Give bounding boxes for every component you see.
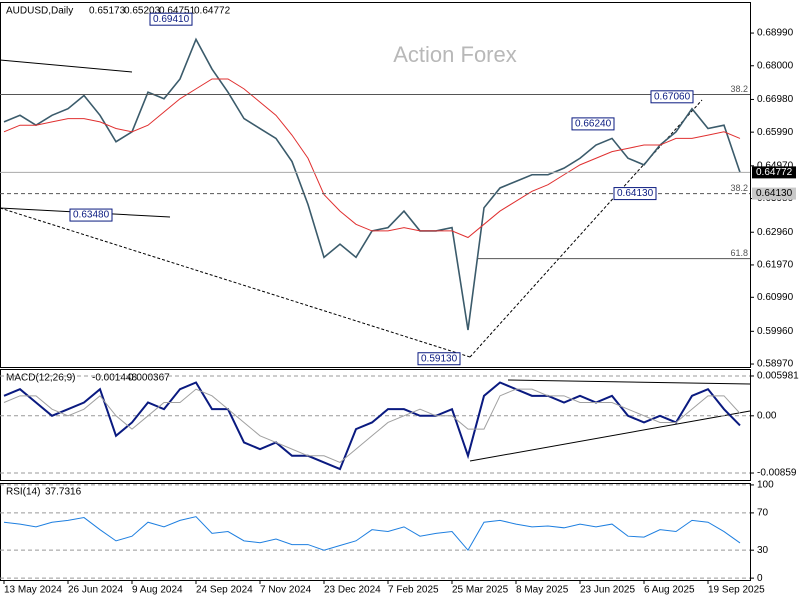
macd-title: MACD(12,26,9) — [6, 373, 75, 384]
annotation-label: 0.63480 — [73, 210, 110, 221]
annotation-box — [571, 117, 615, 131]
y-tick-label: 0.65990 — [757, 127, 794, 138]
high: 0.65203 — [124, 6, 161, 17]
y-tick-label: 0.62960 — [757, 227, 794, 238]
trendline — [0, 207, 471, 358]
y-tick-label: 0.66980 — [757, 94, 794, 105]
y-tick-label: 0.005981 — [757, 371, 799, 382]
open: 0.65173 — [89, 6, 126, 17]
y-tick-label: 0.58970 — [757, 359, 794, 370]
macd-pane — [0, 369, 751, 481]
signal-value: 0.000367 — [128, 373, 170, 384]
series-line — [3, 516, 741, 552]
fib-label: 61.8 — [730, 248, 748, 258]
y-tick-label: 0 — [757, 573, 763, 584]
x-tick-label: 9 Aug 2024 — [132, 585, 183, 596]
y-tick-label: 0.59960 — [757, 326, 794, 337]
annotation-box — [650, 90, 694, 104]
trendline — [0, 59, 133, 73]
annotation-box — [149, 12, 193, 26]
y-tick-label: 0.68990 — [757, 28, 794, 39]
trendline — [469, 99, 703, 358]
macd-value: -0.001448 — [92, 373, 137, 384]
x-tick-label: 7 Feb 2025 — [388, 585, 439, 596]
x-tick-label: 19 Sep 2025 — [708, 585, 765, 596]
annotation-label: 0.67060 — [654, 91, 691, 102]
rsi-pane — [0, 483, 751, 581]
y-tick-label: -0.00859 — [757, 468, 797, 479]
series-line — [3, 388, 741, 464]
x-tick-label: 23 Jun 2025 — [580, 585, 635, 596]
x-tick-label: 26 Jun 2024 — [68, 585, 123, 596]
price-label: 0.64772 — [756, 167, 793, 178]
macd-trendline — [507, 379, 751, 385]
axis-level-label: 0.64130 — [756, 188, 793, 199]
annotation-label: 0.66240 — [575, 119, 612, 130]
x-tick-label: 7 Nov 2024 — [260, 585, 312, 596]
price-pane — [0, 2, 751, 368]
y-tick-label: 70 — [757, 508, 769, 519]
y-tick-label: 0.68000 — [757, 60, 794, 71]
x-tick-label: 25 Mar 2025 — [452, 585, 509, 596]
annotation-label: 0.64130 — [617, 188, 654, 199]
y-tick-label: 0.00 — [757, 410, 777, 421]
annotation-box — [613, 187, 657, 201]
series-line — [3, 381, 741, 471]
y-tick-label: 0.60990 — [757, 292, 794, 303]
x-tick-label: 23 Dec 2024 — [324, 585, 381, 596]
annotation-label: 0.59130 — [421, 353, 458, 364]
rsi-value: 37.7316 — [45, 487, 82, 498]
low: 0.64751 — [159, 6, 196, 17]
series-line — [3, 78, 741, 239]
price-box — [752, 166, 796, 179]
axis-level-box — [752, 187, 796, 200]
x-tick-label: 24 Sep 2024 — [196, 585, 253, 596]
trendlines — [0, 59, 751, 462]
fib-label: 38.2 — [730, 84, 748, 94]
fib-label: 38.2 — [730, 183, 748, 193]
annotation-box — [69, 208, 113, 222]
symbol: AUDUSD,Daily — [6, 6, 73, 17]
macd-trendline — [469, 410, 751, 462]
y-tick-label: 100 — [757, 480, 774, 491]
close: 0.64772 — [194, 6, 231, 17]
y-tick-label: 30 — [757, 545, 769, 556]
annotation-label: 0.69410 — [153, 14, 190, 25]
x-tick-label: 13 May 2024 — [4, 585, 62, 596]
rsi-title: RSI(14) — [6, 487, 40, 498]
x-tick-label: 6 Aug 2025 — [644, 585, 695, 596]
watermark: Action Forex — [393, 42, 517, 67]
annotation-box — [417, 352, 461, 366]
y-tick-label: 0.61970 — [757, 260, 794, 271]
y-tick-label: 0.64970 — [757, 160, 794, 171]
x-tick-label: 8 May 2025 — [516, 585, 569, 596]
